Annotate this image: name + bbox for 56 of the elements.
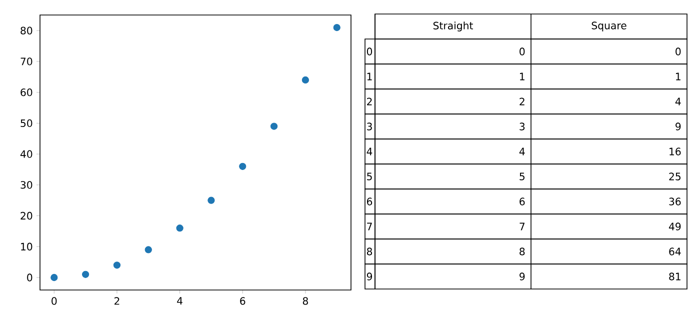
data-label: 9 (676, 122, 681, 130)
y-tick-label: 2 (367, 98, 372, 106)
data-label: 7 (520, 222, 524, 230)
data-label: 36 (669, 198, 681, 206)
y-tick-label: 20 (20, 212, 32, 220)
point (176, 224, 184, 232)
x-tick-label: 8 (302, 297, 308, 305)
y-tick-label: 1 (367, 72, 372, 80)
x-tick-label: Square (592, 22, 626, 32)
point (239, 162, 246, 170)
x-tick-label: 4 (177, 297, 182, 305)
data-label: 1 (676, 72, 680, 80)
y-tick-label: 9 (366, 272, 372, 280)
y-tick-label: 50 (20, 119, 32, 128)
data-label: 64 (669, 248, 681, 256)
y-tick-label: 0 (366, 48, 372, 56)
y-tick-label: 30 (20, 181, 32, 189)
data-label: 9 (520, 272, 525, 280)
data-label: 16 (670, 148, 681, 156)
y-tick-label: 8 (366, 248, 372, 256)
data-label: 5 (520, 172, 524, 180)
y-tick-label: 80 (20, 26, 32, 34)
x-tick-label: 6 (240, 297, 246, 305)
point (113, 262, 121, 269)
y-tick-label: 70 (20, 58, 32, 66)
y-tick-label: 0 (27, 274, 32, 282)
data-label: 4 (519, 148, 525, 156)
y-tick-label: 4 (366, 148, 372, 156)
data-label: 49 (668, 222, 681, 230)
data-label: 0 (676, 48, 681, 56)
x-tick-label: 2 (114, 297, 120, 305)
point (144, 246, 152, 254)
data-label: 0 (520, 48, 525, 56)
y-tick-label: 10 (21, 242, 32, 250)
y-tick-label: 60 (20, 88, 32, 96)
point (82, 270, 90, 278)
point (333, 24, 340, 32)
point (302, 76, 310, 84)
y-tick-label: 7 (367, 222, 372, 230)
data-label: 8 (520, 248, 525, 256)
data-label: 81 (669, 272, 680, 280)
data-label: 2 (520, 98, 524, 106)
x-tick-label: 0 (52, 297, 57, 305)
y-tick-label: 40 (20, 150, 32, 158)
point (208, 196, 215, 204)
data-label: 25 (669, 172, 680, 180)
data-label: 1 (520, 72, 524, 80)
data-label: 4 (675, 98, 681, 106)
point (50, 274, 58, 282)
y-tick-label: 3 (367, 122, 372, 130)
data-label: 3 (520, 122, 525, 130)
x-tick-label: Straight (433, 22, 473, 32)
y-tick-label: 6 (366, 198, 372, 206)
point (270, 122, 278, 130)
y-tick-label: 5 (367, 172, 372, 180)
data-label: 6 (520, 198, 525, 206)
